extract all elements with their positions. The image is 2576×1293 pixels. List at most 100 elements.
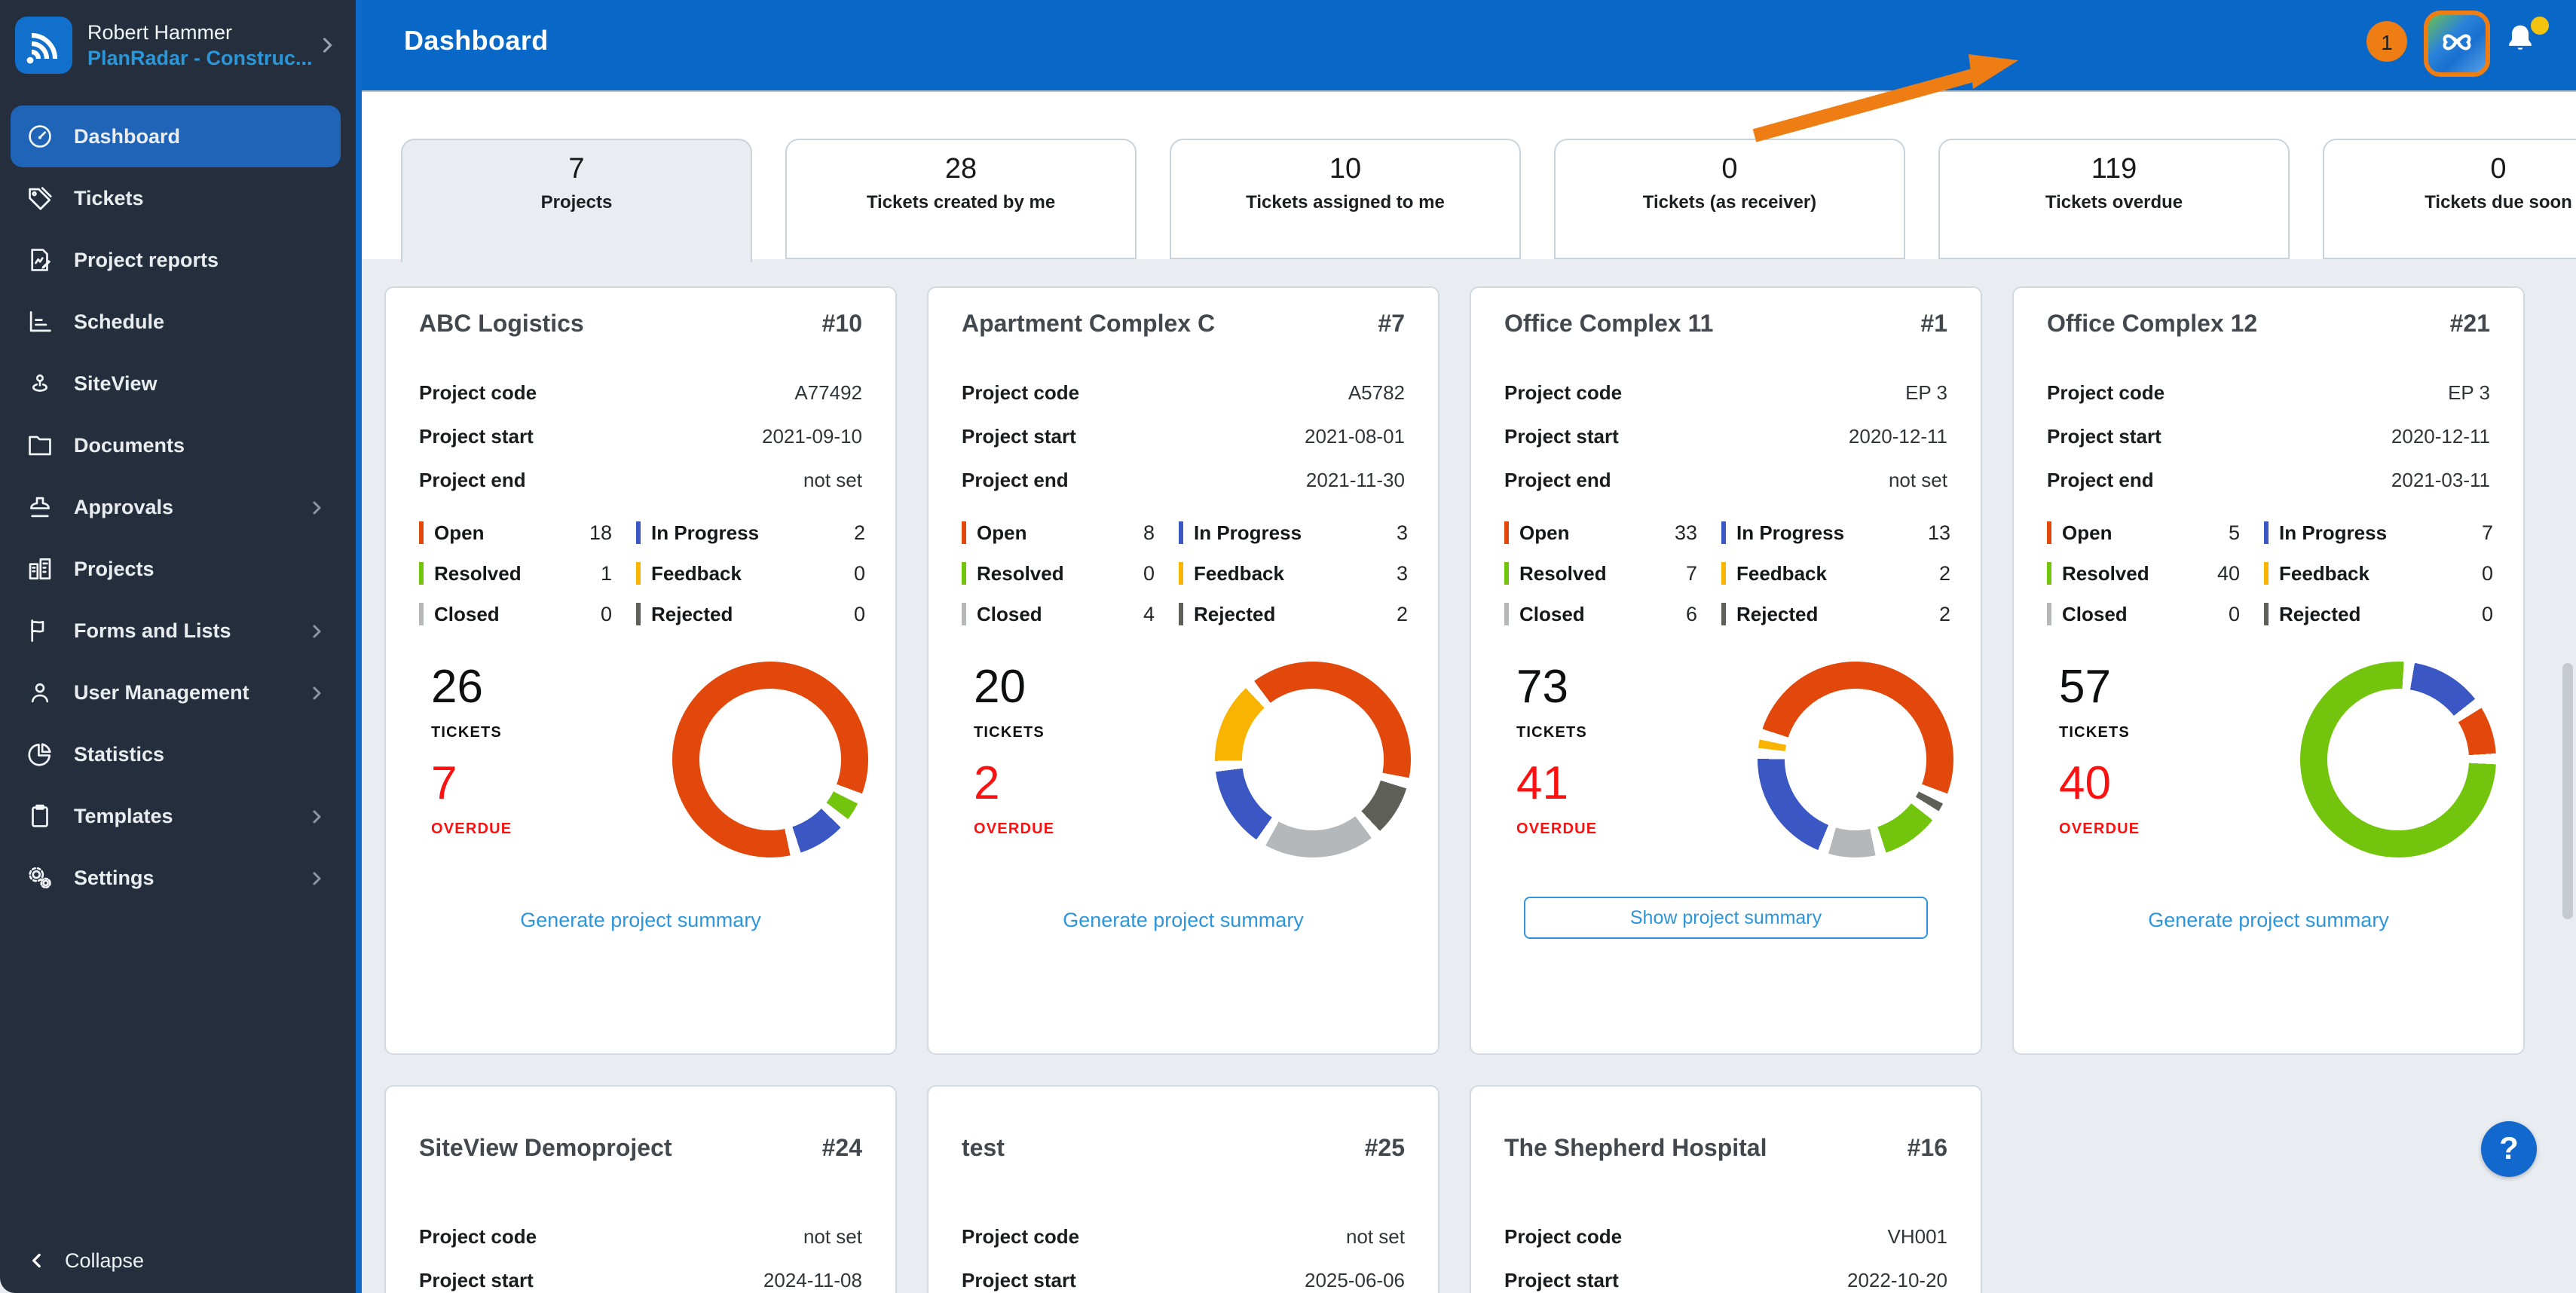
donut-hole (2327, 689, 2469, 830)
status-count: 3 (1396, 521, 1408, 544)
status-count: 6 (1685, 603, 1697, 625)
sidebar-item-projects[interactable]: Projects (11, 538, 341, 600)
sidebar-item-templates[interactable]: Templates (11, 785, 341, 847)
tickets-label: TICKETS (431, 725, 502, 741)
chevron-right-icon (307, 498, 326, 516)
summary-tab-tickets-assigned-to-me[interactable]: 10 Tickets assigned to me (1170, 139, 1521, 259)
status-count: 0 (2481, 603, 2493, 625)
sidebar-nav: Dashboard Tickets Project reports Schedule S… (0, 105, 356, 909)
sidebar-item-schedule[interactable]: Schedule (11, 291, 341, 353)
status-label: Rejected (2279, 603, 2361, 625)
bell-icon (2501, 25, 2540, 65)
status-count: 0 (1143, 562, 1155, 585)
tab-count: 7 (568, 154, 585, 185)
status-label: Closed (1519, 603, 1585, 625)
project-detail-row: Project start 2024-11-08 (419, 1269, 862, 1291)
summary-tab-projects[interactable]: 7 Projects (401, 139, 752, 262)
project-detail-row: Project end 2021-03-11 (2047, 469, 2490, 491)
detail-label: Project start (419, 1269, 534, 1291)
overdue-label: OVERDUE (1516, 821, 1598, 838)
detail-value: 2025-06-06 (1305, 1269, 1405, 1291)
summary-tab-tickets-overdue[interactable]: 119 Tickets overdue (1938, 139, 2290, 259)
project-name: SiteView Demoproject (419, 1136, 672, 1162)
status-label: In Progress (2279, 521, 2388, 544)
detail-label: Project code (419, 1225, 537, 1248)
sidebar-item-settings[interactable]: Settings (11, 847, 341, 909)
status-label: Feedback (1194, 562, 1284, 585)
scrollbar-thumb[interactable] (2562, 663, 2573, 919)
project-number: #24 (821, 1136, 862, 1162)
sidebar-item-user-management[interactable]: User Management (11, 662, 341, 723)
annotation-step-badge: 1 (2366, 21, 2407, 62)
generate-project-summary-link[interactable]: Generate project summary (2148, 909, 2389, 931)
connect-app-button[interactable] (2424, 11, 2490, 77)
detail-value: A77492 (794, 381, 862, 404)
sidebar-item-tickets[interactable]: Tickets (11, 167, 341, 229)
sidebar-item-statistics[interactable]: Statistics (11, 723, 341, 785)
status-count: 2 (1938, 562, 1950, 585)
tab-label: Projects (540, 191, 613, 212)
project-detail-row: Project code not set (962, 1225, 1405, 1248)
overdue-count: 7 (431, 757, 457, 809)
status-open: Open 5 (2047, 521, 2240, 544)
status-count: 7 (2481, 521, 2493, 544)
sidebar-item-dashboard[interactable]: Dashboard (11, 105, 341, 167)
status-count: 0 (2481, 562, 2493, 585)
status-color-bar (1504, 521, 1509, 544)
sidebar-item-documents[interactable]: Documents (11, 414, 341, 476)
notifications-button[interactable] (2501, 17, 2549, 65)
status-donut-chart (1215, 662, 1411, 857)
sidebar-item-forms-and-lists[interactable]: Forms and Lists (11, 600, 341, 662)
status-color-bar (1721, 603, 1726, 625)
card-header: SiteView Demoproject #24 (419, 1136, 862, 1163)
help-button[interactable]: ? (2481, 1121, 2537, 1177)
detail-label: Project start (419, 425, 534, 448)
tab-count: 0 (2490, 154, 2507, 185)
sidebar-item-label: Schedule (74, 310, 165, 333)
documents-icon (26, 431, 54, 460)
templates-icon (26, 802, 54, 830)
status-count: 0 (853, 562, 865, 585)
show-project-summary-button[interactable]: Show project summary (1524, 897, 1928, 939)
page-title: Dashboard (404, 26, 549, 56)
project-number: #7 (1378, 312, 1405, 338)
tickets-count: 57 (2059, 660, 2111, 713)
card-header: The Shepherd Hospital #16 (1504, 1136, 1947, 1163)
sidebar-item-label: Forms and Lists (74, 619, 231, 642)
status-label: In Progress (1736, 521, 1845, 544)
summary-tab-tickets-as-receiver-[interactable]: 0 Tickets (as receiver) (1554, 139, 1905, 259)
project-name: test (962, 1136, 1005, 1162)
summary-tab-tickets-due-soon[interactable]: 0 Tickets due soon (2323, 139, 2576, 259)
status-feedback: Feedback 0 (636, 562, 865, 585)
card-header: Office Complex 11 #1 (1504, 312, 1947, 339)
status-count: 18 (589, 521, 612, 544)
detail-value: not set (803, 1225, 862, 1248)
status-label: Open (977, 521, 1027, 544)
summary-tab-tickets-created-by-me[interactable]: 28 Tickets created by me (785, 139, 1137, 259)
status-count: 3 (1396, 562, 1408, 585)
project-card-1: Office Complex 11 #1 Project code EP 3 Pro… (1470, 286, 1982, 1055)
card-action: Generate project summary (929, 897, 1438, 934)
account-switcher[interactable]: Robert Hammer PlanRadar - Construc... (0, 0, 356, 89)
status-color-bar (1721, 562, 1726, 585)
detail-label: Project code (419, 381, 537, 404)
status-color-bar (1504, 603, 1509, 625)
generate-project-summary-link[interactable]: Generate project summary (1063, 909, 1304, 931)
sidebar-item-approvals[interactable]: Approvals (11, 476, 341, 538)
status-label: Closed (977, 603, 1042, 625)
status-color-bar (962, 521, 966, 544)
generate-project-summary-link[interactable]: Generate project summary (520, 909, 761, 931)
sidebar-item-project-reports[interactable]: Project reports (11, 229, 341, 291)
project-card-25: test #25 Project code not set Project star… (927, 1085, 1439, 1293)
status-color-bar (1179, 603, 1183, 625)
project-detail-row: Project start 2020-12-11 (2047, 425, 2490, 448)
detail-label: Project code (2047, 381, 2165, 404)
sidebar-item-label: Dashboard (74, 125, 181, 148)
sidebar-item-siteview[interactable]: SiteView (11, 353, 341, 414)
project-detail-row: Project end not set (1504, 469, 1947, 491)
project-detail-row: Project end 2021-11-30 (962, 469, 1405, 491)
status-open: Open 33 (1504, 521, 1697, 544)
status-label: Open (2062, 521, 2113, 544)
detail-value: 2021-09-10 (762, 425, 862, 448)
collapse-button[interactable]: Collapse (0, 1227, 356, 1293)
